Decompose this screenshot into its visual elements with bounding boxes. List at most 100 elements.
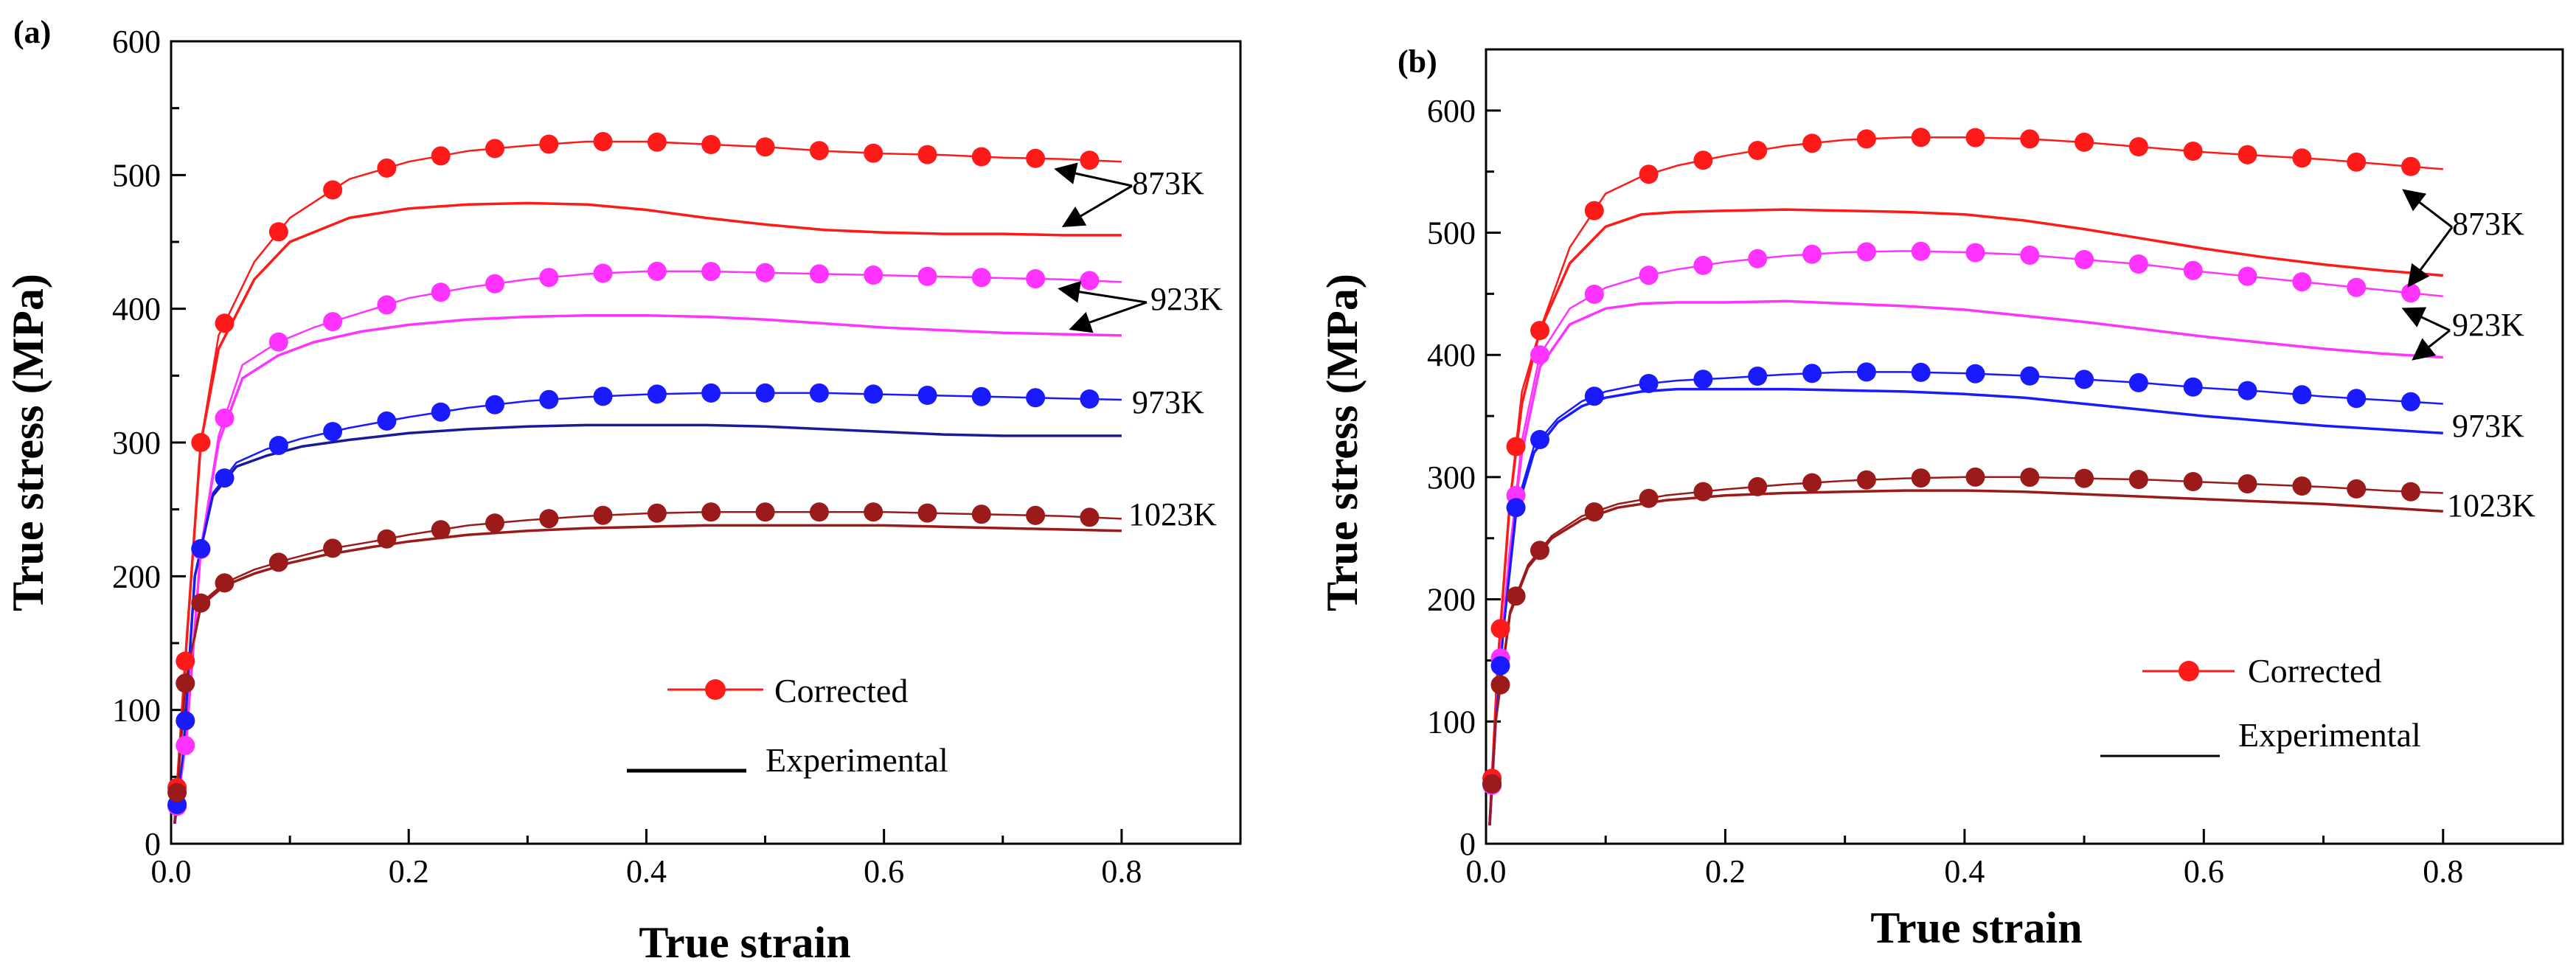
panel-b: (b) 0.0 0.2 0.4 0.6 0.8 0100200300400500600 … bbox=[1318, 44, 2564, 952]
data-point-873k-corrected bbox=[2128, 137, 2148, 156]
data-point-1023k-corrected bbox=[2237, 474, 2257, 493]
data-point-873k-corrected bbox=[971, 147, 991, 167]
data-point-973k-corrected bbox=[323, 422, 343, 442]
panel-b-arrow-873k-experimental bbox=[2407, 226, 2454, 288]
data-point-1023k-corrected bbox=[1856, 470, 1876, 490]
data-point-923k-corrected bbox=[1748, 249, 1768, 268]
panel-a-label-1023k: 1023K bbox=[1128, 496, 1217, 532]
series-line-973k-corrected bbox=[173, 392, 1122, 824]
data-point-923k-corrected bbox=[1965, 243, 1985, 263]
panel-a-arrow-873k-corrected bbox=[1054, 162, 1133, 187]
panel-b-label: (b) bbox=[1398, 44, 1437, 80]
data-point-1023k-corrected bbox=[2075, 468, 2094, 488]
data-point-873k-corrected bbox=[485, 139, 504, 159]
data-point-873k-corrected bbox=[431, 146, 451, 166]
data-point-923k-corrected bbox=[1802, 244, 1822, 264]
panel-b-x-tick-labels: 0.0 0.2 0.4 0.6 0.8 bbox=[1466, 853, 2464, 889]
data-point-973k-corrected bbox=[1965, 364, 1985, 384]
panel-b-legend-experimental-label: Experimental bbox=[2238, 716, 2421, 754]
data-point-973k-corrected bbox=[2075, 369, 2094, 389]
panel-a-legend-corrected-marker bbox=[705, 679, 726, 700]
data-point-873k-corrected bbox=[377, 158, 397, 178]
x-tick-label: 0.6 bbox=[2184, 853, 2224, 889]
data-point-973k-corrected bbox=[1506, 498, 1526, 518]
panel-a-ticks bbox=[170, 40, 1242, 845]
data-point-973k-corrected bbox=[917, 386, 937, 405]
data-point-973k-corrected bbox=[971, 386, 991, 406]
data-point-1023k-corrected bbox=[1482, 774, 1502, 794]
panel-a: (a) 0.0 0.2 0.4 0.6 0.8 0100200300400500600 … bbox=[4, 14, 1242, 967]
data-point-873k-corrected bbox=[2183, 142, 2203, 161]
data-point-923k-corrected bbox=[539, 268, 559, 288]
data-point-1023k-corrected bbox=[593, 505, 613, 525]
data-point-873k-corrected bbox=[1506, 437, 1526, 457]
data-point-1023k-corrected bbox=[377, 529, 397, 549]
y-tick-label: 600 bbox=[112, 24, 161, 60]
panel-b-y-tick-labels: 0 100 200 300 400 500 600 bbox=[1427, 93, 1476, 862]
data-point-973k-corrected bbox=[1530, 430, 1549, 449]
panel-a-markers bbox=[167, 132, 1100, 816]
x-tick-label: 0.8 bbox=[2423, 853, 2463, 889]
data-point-1023k-corrected bbox=[2401, 482, 2420, 502]
panel-b-legend-corrected-marker bbox=[2179, 661, 2199, 681]
data-point-873k-corrected bbox=[1693, 150, 1713, 170]
y-tick-label: 200 bbox=[1427, 582, 1476, 618]
data-point-873k-corrected bbox=[2075, 132, 2094, 152]
data-point-1023k-corrected bbox=[2020, 468, 2040, 488]
data-point-973k-corrected bbox=[2020, 366, 2040, 386]
y-tick-label: 400 bbox=[1427, 337, 1476, 373]
panel-b-x-axis-title: True strain bbox=[1870, 903, 2082, 952]
x-tick-label: 0.4 bbox=[626, 853, 667, 889]
data-point-923k-corrected bbox=[2401, 283, 2420, 303]
data-point-923k-corrected bbox=[864, 266, 883, 285]
data-point-873k-corrected bbox=[191, 433, 211, 452]
data-point-1023k-corrected bbox=[1802, 473, 1822, 493]
panel-a-label: (a) bbox=[13, 14, 51, 50]
data-point-873k-corrected bbox=[917, 145, 937, 164]
data-point-1023k-corrected bbox=[1080, 507, 1100, 527]
panel-a-label-923k: 923K bbox=[1150, 281, 1223, 317]
data-point-1023k-corrected bbox=[1506, 586, 1526, 606]
data-point-973k-corrected bbox=[809, 383, 829, 403]
panel-b-label-873k: 873K bbox=[2452, 206, 2524, 242]
data-point-973k-corrected bbox=[1748, 367, 1768, 386]
data-point-973k-corrected bbox=[191, 538, 211, 558]
data-point-973k-corrected bbox=[431, 402, 451, 422]
data-point-923k-corrected bbox=[1856, 242, 1876, 262]
data-point-873k-corrected bbox=[1530, 321, 1549, 341]
x-tick-label: 0.8 bbox=[1101, 853, 1142, 889]
data-point-873k-corrected bbox=[2347, 152, 2367, 172]
y-tick-label: 100 bbox=[1427, 704, 1476, 740]
data-point-873k-corrected bbox=[1965, 128, 1985, 148]
panel-a-x-axis-title: True strain bbox=[639, 918, 850, 967]
series-line-923k-experimental bbox=[1488, 299, 2443, 826]
x-tick-label: 0.0 bbox=[151, 853, 192, 889]
data-point-1023k-corrected bbox=[1530, 541, 1549, 561]
data-point-1023k-corrected bbox=[971, 504, 991, 524]
series-line-873k-corrected bbox=[173, 140, 1122, 824]
panel-a-arrow-873k-experimental bbox=[1061, 184, 1133, 228]
data-point-973k-corrected bbox=[2237, 381, 2257, 400]
data-point-923k-corrected bbox=[431, 282, 451, 302]
series-line-1023k-experimental bbox=[173, 524, 1122, 824]
panel-a-arrow-923k-experimental bbox=[1069, 301, 1148, 333]
data-point-923k-corrected bbox=[1639, 266, 1659, 285]
data-point-973k-corrected bbox=[1856, 362, 1876, 382]
data-point-973k-corrected bbox=[755, 383, 775, 403]
data-point-973k-corrected bbox=[2292, 385, 2312, 405]
data-point-973k-corrected bbox=[1693, 369, 1713, 389]
data-point-923k-corrected bbox=[377, 295, 397, 315]
data-point-873k-corrected bbox=[1911, 128, 1931, 148]
data-point-1023k-corrected bbox=[809, 502, 829, 522]
data-point-1023k-corrected bbox=[268, 552, 288, 572]
data-point-1023k-corrected bbox=[2183, 472, 2203, 491]
data-point-923k-corrected bbox=[215, 408, 235, 428]
panel-b-markers bbox=[1482, 128, 2420, 795]
data-point-1023k-corrected bbox=[323, 538, 343, 558]
data-point-873k-corrected bbox=[323, 180, 343, 200]
data-point-923k-corrected bbox=[2075, 250, 2094, 269]
series-line-1023k-corrected bbox=[173, 511, 1122, 824]
x-tick-label: 0.2 bbox=[1705, 853, 1746, 889]
y-tick-label: 400 bbox=[112, 291, 161, 327]
